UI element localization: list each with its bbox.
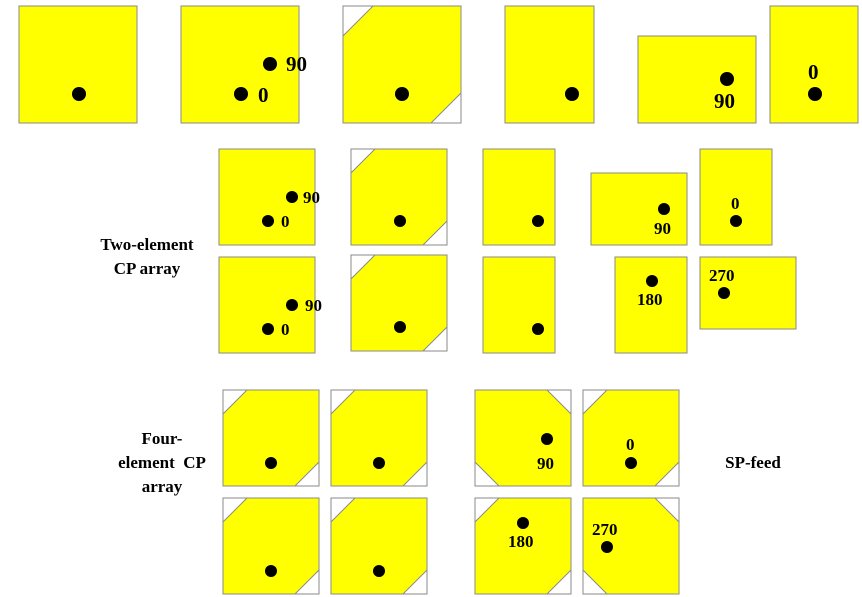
four-element-patch-2: [330, 389, 428, 487]
patch-rectangular-small: 0: [769, 5, 859, 124]
two-element-patch-dual-feed-bottom: 90 0: [218, 256, 322, 354]
four-element-label-line2: element CP: [118, 453, 206, 472]
feed-point: [265, 457, 277, 469]
patch-truncated-corner: [342, 5, 462, 124]
phase-label: 90: [305, 296, 322, 315]
phase-label: 0: [281, 212, 290, 231]
sp-feed-text: SP-feed: [725, 453, 781, 472]
phase-label: 90: [537, 454, 554, 473]
phase-label: 90: [303, 188, 320, 207]
feed-point: [394, 321, 406, 333]
sp-feed-patch-2: 0: [582, 389, 680, 487]
feed-point: [373, 565, 385, 577]
feed-point: [286, 191, 298, 203]
two-element-label-line1: Two-element: [100, 235, 194, 254]
phase-label: 0: [808, 60, 819, 84]
two-element-cp-array-label: Two-element CP array: [82, 233, 212, 281]
sp-feed-label: SP-feed: [706, 451, 800, 475]
feed-point: [373, 457, 385, 469]
feed-point: [517, 517, 529, 529]
feed-point: [394, 215, 406, 227]
feed-point: [532, 215, 544, 227]
feed-point: [234, 87, 248, 101]
phase-label: 180: [637, 290, 663, 309]
two-element-patch-rect-tall-top: [482, 148, 556, 246]
sp-feed-patch-4: 270: [582, 497, 680, 595]
two-element-patch-truncated-top: [350, 148, 448, 246]
two-element-patch-rect-tall-bottom: [482, 256, 556, 354]
phase-label: 270: [709, 266, 735, 285]
feed-point: [720, 72, 734, 86]
feed-point: [658, 203, 670, 215]
feed-point: [718, 287, 730, 299]
sp-feed-patch-1: 90: [474, 389, 572, 487]
phase-label: 90: [286, 52, 307, 76]
feed-point: [730, 215, 742, 227]
four-element-cp-array-label: Four- element CP array: [112, 427, 212, 499]
feed-point: [286, 299, 298, 311]
feed-point: [262, 323, 274, 335]
patch-rectangular-wide: 90: [637, 35, 757, 124]
feed-point: [565, 87, 579, 101]
feed-point: [72, 87, 86, 101]
feed-point: [263, 57, 277, 71]
two-element-patch-rect-tall-rotated: 180: [614, 256, 688, 354]
phase-label: 0: [626, 435, 635, 454]
sp-feed-patch-3: 180: [474, 497, 572, 595]
four-element-patch-1: [222, 389, 320, 487]
feed-point: [808, 87, 822, 101]
patch-square-single: [18, 5, 138, 124]
feed-point: [265, 565, 277, 577]
phase-label: 0: [731, 194, 740, 213]
feed-point: [541, 433, 553, 445]
phase-label: 0: [281, 320, 290, 339]
phase-label: 270: [592, 520, 618, 539]
feed-point: [646, 275, 658, 287]
phase-label: 90: [654, 219, 671, 238]
phase-label: 180: [508, 532, 534, 551]
two-element-label-line2: CP array: [113, 259, 181, 278]
four-element-patch-3: [222, 497, 320, 595]
phase-label: 0: [258, 83, 269, 107]
feed-point: [395, 87, 409, 101]
two-element-patch-rect-wide-top: 90: [590, 172, 688, 246]
two-element-patch-rect-small-top: 0: [699, 148, 773, 246]
four-element-label-line1: Four-: [141, 429, 183, 448]
feed-point: [532, 323, 544, 335]
feed-point: [601, 541, 613, 553]
feed-point: [262, 215, 274, 227]
patch-square-dual-feed: 90 0: [180, 5, 307, 124]
two-element-patch-rect-wide-rotated: 270: [699, 256, 797, 330]
phase-label: 90: [714, 89, 735, 113]
two-element-patch-dual-feed-top: 90 0: [218, 148, 320, 246]
four-element-patch-4: [330, 497, 428, 595]
patch-rectangular-tall: [504, 5, 595, 124]
feed-point: [625, 457, 637, 469]
four-element-label-line3: array: [141, 477, 183, 496]
two-element-patch-truncated-bottom: [350, 254, 448, 352]
